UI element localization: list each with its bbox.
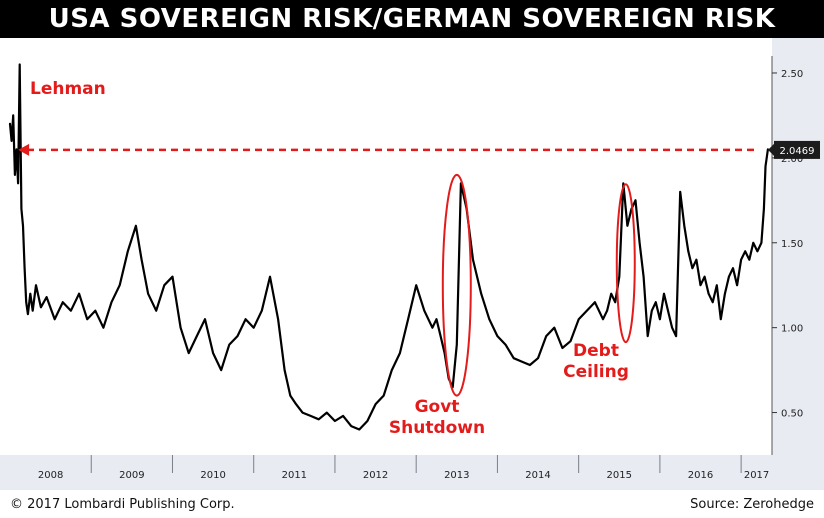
x-tick-label: 2014 (525, 470, 550, 481)
last-value-pointer (768, 143, 774, 156)
x-tick-label: 2011 (282, 470, 307, 481)
annotation-lehman: Lehman (30, 79, 106, 99)
title-bar: USA SOVEREIGN RISK/GERMAN SOVEREIGN RISK (0, 0, 824, 38)
y-tick-label: 0.50 (781, 409, 803, 420)
govt-shutdown-ellipse (441, 173, 472, 397)
reference-arrowhead (18, 143, 30, 156)
debt-ceiling-ellipse (615, 183, 636, 344)
last-value-label: 2.0469 (780, 146, 815, 157)
x-tick-label: 2008 (38, 470, 63, 481)
annotation-debt-ceiling: Ceiling (563, 362, 629, 382)
x-tick-label: 2015 (607, 470, 632, 481)
x-tick-label: 2010 (200, 470, 225, 481)
annotation-debt-ceiling: Debt (573, 341, 619, 361)
footer: © 2017 Lombardi Publishing Corp. Source:… (0, 492, 824, 518)
bottom-axis-panel (0, 455, 824, 490)
series-line (8, 63, 769, 431)
right-axis-panel (772, 38, 824, 490)
annotation-govt-shutdown: Govt (415, 397, 460, 417)
chart-area: 2008 2009 2010 2011 2012 2013 2014 2015 2016 2017… (0, 38, 824, 490)
plot-background (10, 56, 772, 455)
chart-svg: 2008 2009 2010 2011 2012 2013 2014 2015 2016 2017… (0, 38, 824, 490)
x-tick-label: 2012 (363, 470, 388, 481)
x-tick-label: 2013 (444, 470, 469, 481)
y-tick-label: 1.50 (781, 239, 803, 250)
copyright-text: © 2017 Lombardi Publishing Corp. (10, 497, 235, 512)
y-tick-label: 2.50 (781, 69, 803, 80)
x-tick-label: 2016 (688, 470, 713, 481)
x-tick-label: 2017 (744, 470, 769, 481)
x-tick-label: 2009 (119, 470, 144, 481)
annotation-govt-shutdown: Shutdown (389, 418, 485, 438)
chart-title: USA SOVEREIGN RISK/GERMAN SOVEREIGN RISK (48, 4, 776, 34)
y-tick-label: 2.00 (781, 154, 803, 165)
y-tick-label: 1.00 (781, 324, 803, 335)
source-text: Source: Zerohedge (690, 497, 814, 512)
last-value-badge (774, 140, 820, 159)
